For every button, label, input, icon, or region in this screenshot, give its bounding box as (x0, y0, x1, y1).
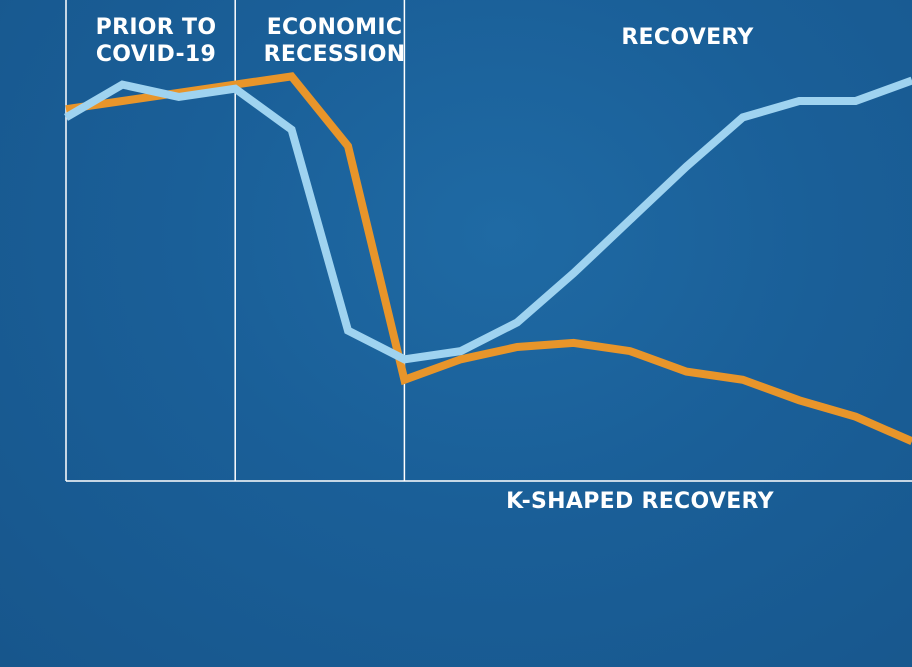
chart-caption: K-SHAPED RECOVERY (506, 489, 774, 514)
phase-label-recession: ECONOMIC RECESSION (263, 15, 406, 67)
series-line-1 (65, 72, 912, 445)
phase-label-recovery: RECOVERY (621, 25, 754, 50)
phase-label-prior: PRIOR TO COVID-19 (95, 15, 217, 67)
series-line-2 (63, 76, 912, 364)
